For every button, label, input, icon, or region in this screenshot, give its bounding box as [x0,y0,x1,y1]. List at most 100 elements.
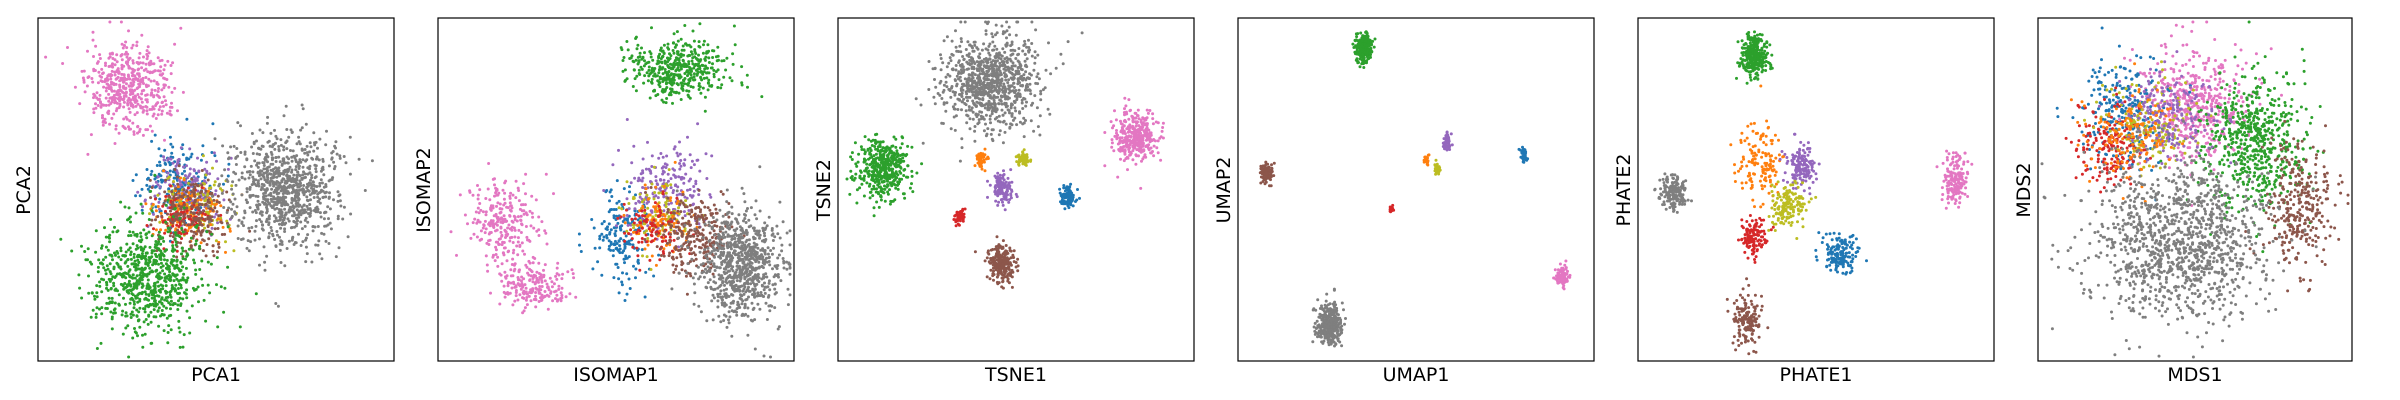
scatter-point [128,66,132,70]
scatter-point [179,176,182,180]
scatter-point [141,284,145,288]
scatter-point [537,300,541,303]
scatter-point [168,279,172,283]
scatter-point [643,183,647,187]
scatter-point [197,219,201,223]
scatter-point [716,45,720,49]
scatter-point [671,49,675,52]
scatter-point [163,63,167,67]
scatter-point [190,190,194,194]
scatter-point [89,315,93,319]
scatter-point [269,168,273,172]
scatter-point [172,196,176,200]
scatter-point [159,261,163,265]
scatter-point [466,222,469,226]
scatter-point [665,163,669,167]
scatter-point [283,264,287,268]
scatter-point [80,296,84,300]
scatter-point [686,74,689,78]
scatter-point [148,71,152,75]
scatter-point [659,219,663,223]
scatter-point [703,213,707,217]
scatter-point [131,59,135,63]
scatter-point [342,205,346,209]
scatter-point [607,239,611,243]
scatter-point [303,208,307,212]
scatter-point [181,265,185,269]
scatter-point [494,214,498,218]
scatter-point [314,243,318,247]
scatter-point [185,309,189,313]
scatter-point [151,263,155,267]
scatter-point [527,259,531,263]
scatter-point [683,205,687,209]
scatter-point [290,131,294,134]
scatter-point [265,188,269,191]
scatter-point [680,63,684,67]
scatter-point [176,220,180,224]
scatter-point [197,300,200,304]
scatter-point [531,215,535,219]
scatter-point [640,209,644,213]
scatter-point [502,246,506,250]
scatter-point [271,162,275,166]
scatter-point [123,254,127,258]
scatter-point [508,194,512,198]
scatter-point [268,182,272,186]
scatter-point [157,262,160,266]
scatter-point [157,200,161,204]
scatter-point [160,101,164,105]
scatter-point [183,203,186,207]
scatter-point [100,246,103,250]
scatter-point [187,181,191,185]
scatter-point [659,211,663,215]
scatter-point [165,111,169,115]
scatter-point [607,247,611,251]
scatter-point [119,200,123,204]
scatter-point [101,120,105,124]
scatter-point [656,196,660,200]
scatter-point [528,209,532,213]
scatter-point [489,222,492,225]
scatter-point [679,54,683,58]
scatter-point [191,220,195,224]
scatter-point [648,169,652,173]
scatter-point [94,312,98,316]
scatter-point [178,296,182,300]
scatter-point [132,255,136,259]
scatter-point [170,190,174,194]
scatter-point [134,211,138,215]
scatter-point [311,180,315,184]
scatter-point [212,198,216,202]
scatter-point [118,79,122,83]
scatter-point [694,68,698,72]
scatter-point [637,240,641,244]
scatter-point [229,200,233,204]
scatter-point [615,246,619,250]
scatter-point [242,216,246,220]
scatter-point [262,245,266,249]
scatter-point [207,220,211,224]
scatter-point [663,68,667,71]
scatter-point [672,270,676,274]
scatter-point [157,284,160,288]
scatter-point [682,53,686,57]
scatter-point [154,315,158,319]
scatter-point [704,55,708,59]
scatter-point [103,226,106,230]
scatter-point [609,228,613,232]
scatter-point [300,103,304,107]
scatter-point [310,183,314,187]
scatter-point [159,258,163,261]
scatter-point [226,174,230,178]
scatter-point [108,236,111,240]
scatter-point [668,240,672,244]
scatter-point [162,158,166,162]
scatter-point [672,65,676,69]
scatter-point [260,210,264,214]
scatter-point [178,195,182,199]
scatter-point [524,298,528,302]
scatter-point [236,121,240,125]
scatter-point [93,294,96,298]
scatter-point [251,175,255,179]
